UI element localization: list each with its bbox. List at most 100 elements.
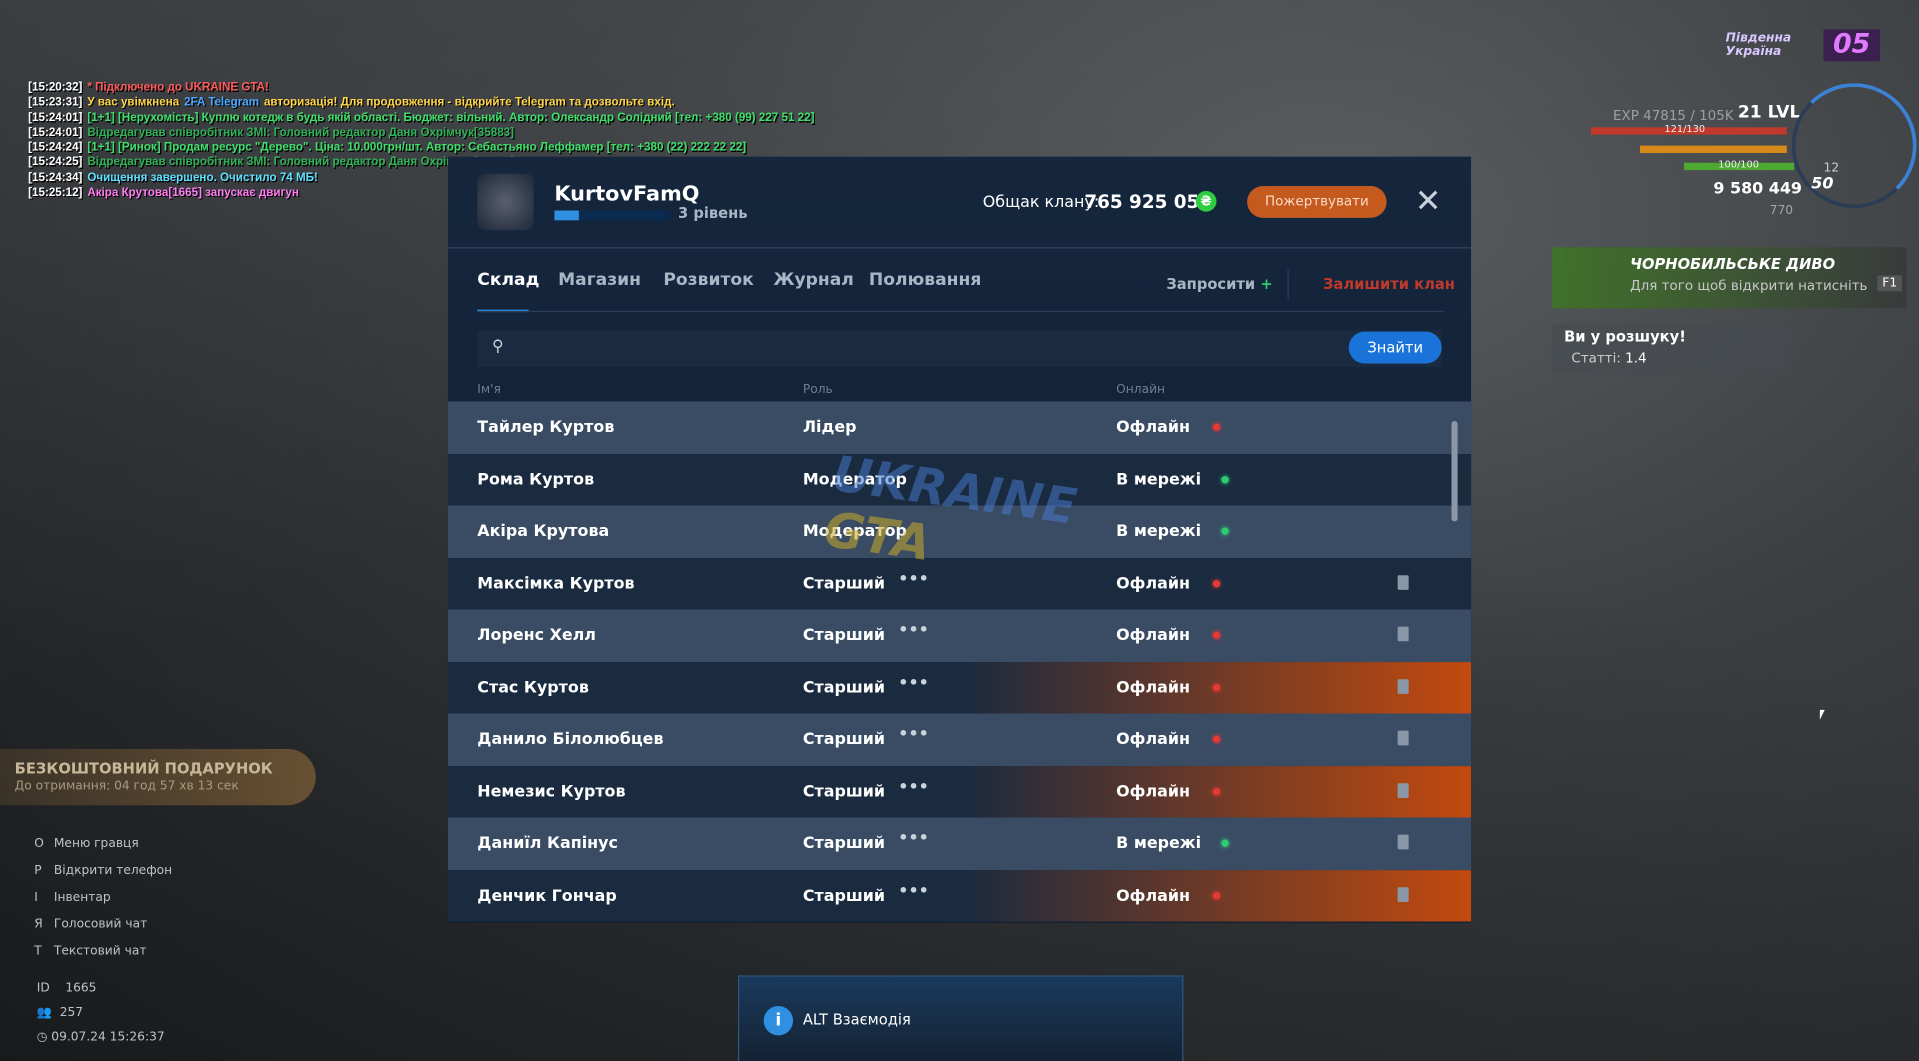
search-button[interactable]: Знайти <box>1348 331 1442 364</box>
id-line: ID 1665 <box>36 981 97 995</box>
level-fill <box>554 210 579 221</box>
gear: 12 <box>1823 161 1840 176</box>
donate-button[interactable]: Пожертвувати <box>1247 186 1387 218</box>
currency-icon: ₴ <box>1195 190 1217 212</box>
status-dot <box>1221 839 1229 847</box>
wanted-box <box>1551 323 1792 375</box>
member-name: Немезис Куртов <box>477 782 626 802</box>
tab[interactable]: Журнал <box>773 270 854 291</box>
member-name: Даниїл Капінус <box>477 834 618 854</box>
member-role: Старший <box>802 574 886 593</box>
more-button[interactable]: ••• <box>898 621 929 641</box>
member-status: Офлайн <box>1116 782 1191 802</box>
food-bar <box>1639 145 1787 153</box>
clan-name: KurtovFamQ <box>554 182 700 207</box>
menu-key: Я <box>34 917 43 932</box>
status-dot <box>1212 631 1221 639</box>
member-status: Офлайн <box>1116 730 1191 749</box>
member-row[interactable]: Стас Куртов Старший Офлайн ••• <box>447 661 1472 714</box>
status-dot <box>1221 475 1229 483</box>
delete-button[interactable] <box>1397 782 1409 798</box>
chat-text: [1+1] [Нерухомість] Куплю котедж в будь … <box>87 110 815 125</box>
more-button[interactable]: ••• <box>898 673 929 693</box>
member-row[interactable]: Данило Білолюбцев Старший Офлайн ••• <box>447 713 1472 766</box>
member-row[interactable]: Даниїл Капінус Старший В мережі ••• <box>447 817 1472 870</box>
member-row[interactable]: Денчик Гончар Старший Офлайн ••• <box>447 869 1472 922</box>
menu-key: I <box>34 890 38 905</box>
member-row[interactable]: Максімка Куртов Старший Офлайн ••• <box>447 557 1472 610</box>
level-bar <box>554 210 670 221</box>
member-row[interactable]: Немезис Куртов Старший Офлайн ••• <box>447 765 1472 818</box>
menu-item[interactable]: I Інвентар <box>34 891 172 918</box>
member-name: Максімка Куртов <box>477 574 635 593</box>
more-button[interactable]: ••• <box>898 829 929 849</box>
hint-key: ALT <box>802 1010 829 1029</box>
member-role: Старший <box>802 678 886 697</box>
menu-item[interactable]: P Відкрити телефон <box>34 864 172 891</box>
member-row[interactable]: Акіра Крутова Модератор В мережі <box>447 505 1472 558</box>
tab[interactable]: Склад <box>477 270 540 291</box>
member-role: Старший <box>802 886 886 906</box>
status-dot <box>1212 735 1221 743</box>
delete-button[interactable] <box>1397 626 1409 642</box>
clan-panel: KurtovFamQ 3 рівень Общак клану: 765 925… <box>447 156 1472 923</box>
status-dot <box>1212 683 1221 691</box>
member-status: Офлайн <box>1116 418 1191 437</box>
more-button[interactable]: ••• <box>898 569 929 589</box>
member-row[interactable]: Рома Куртов Модератор В мережі <box>447 453 1472 506</box>
menu-item[interactable]: O Меню гравця <box>34 837 172 864</box>
delete-button[interactable] <box>1397 574 1409 590</box>
delete-button[interactable] <box>1397 886 1409 902</box>
member-name: Акіра Крутова <box>477 522 610 541</box>
tab[interactable]: Полювання <box>868 270 982 291</box>
chat-line: [15:23:31] У вас увімкнена 2FA Telegram авт… <box>28 96 819 111</box>
chat-line: [15:24:24] [1+1] [Ринок] Продам ресурс "Д… <box>28 141 819 156</box>
invite-button[interactable]: Запросити + <box>1166 275 1272 292</box>
delete-button[interactable] <box>1397 834 1409 850</box>
chat-line: [15:24:01] Відредагував співробітник ЗМІ:… <box>28 126 819 141</box>
member-name: Рома Куртов <box>477 470 595 489</box>
more-button[interactable]: ••• <box>898 777 929 797</box>
leave-button[interactable]: Залишити клан <box>1322 275 1455 293</box>
player-status: ID 1665 👥 257 ◷ 09.07.24 15:26:37 <box>37 977 165 1050</box>
chat-line: [15:25:12] Акіра Крутова[1665] запускає д… <box>28 186 819 201</box>
menu-label: Голосовий чат <box>53 917 148 932</box>
member-role: Модератор <box>802 470 907 489</box>
level: 21 LVL <box>1737 102 1801 123</box>
delete-button[interactable] <box>1397 730 1409 746</box>
gift-banner[interactable] <box>0 748 316 806</box>
tab[interactable]: Розвиток <box>663 270 754 291</box>
chat-time: [15:24:01] <box>28 125 83 140</box>
chat-time: [15:24:34] <box>28 171 83 185</box>
member-status: Офлайн <box>1116 574 1191 593</box>
menu-item[interactable]: Я Голосовий чат <box>34 918 172 945</box>
member-row[interactable]: Лоренс Хелл Старший Офлайн ••• <box>447 609 1472 662</box>
tabs-divider <box>477 310 1445 313</box>
search-input[interactable]: ⚲ <box>477 330 1441 367</box>
online-line: 👥 257 <box>36 1006 84 1020</box>
menu-label: Меню гравця <box>53 837 139 851</box>
hint-text: ALT Взаємодія <box>803 1011 911 1028</box>
more-button[interactable]: ••• <box>898 881 929 901</box>
event-key: F1 <box>1877 275 1903 292</box>
status-dot <box>1212 891 1221 899</box>
tab[interactable]: Магазин <box>558 270 642 291</box>
status-dot <box>1212 787 1221 795</box>
event-hint: Для того щоб відкрити натисніть <box>1630 277 1868 294</box>
member-name: Денчик Гончар <box>477 886 617 906</box>
more-button[interactable]: ••• <box>898 725 929 745</box>
bank-label: Общак клану: <box>982 193 1100 212</box>
menu-item[interactable]: T Текстовий чат <box>34 945 172 972</box>
delete-button[interactable] <box>1397 678 1409 694</box>
chat-time: [15:24:01] <box>28 110 83 125</box>
close-button[interactable]: ✕ <box>1414 183 1442 221</box>
bank: 765 925 054 <box>1084 190 1213 213</box>
chat-line: [15:24:34] Очищення завершено. Очистило 7… <box>28 171 819 186</box>
scrollbar[interactable] <box>1451 421 1458 522</box>
clan-logo <box>477 173 534 231</box>
member-status: В мережі <box>1116 470 1202 489</box>
member-row[interactable]: Тайлер Куртов Лідер Офлайн <box>447 401 1472 454</box>
member-role: Старший <box>802 834 886 854</box>
info-icon: i <box>763 1006 794 1036</box>
